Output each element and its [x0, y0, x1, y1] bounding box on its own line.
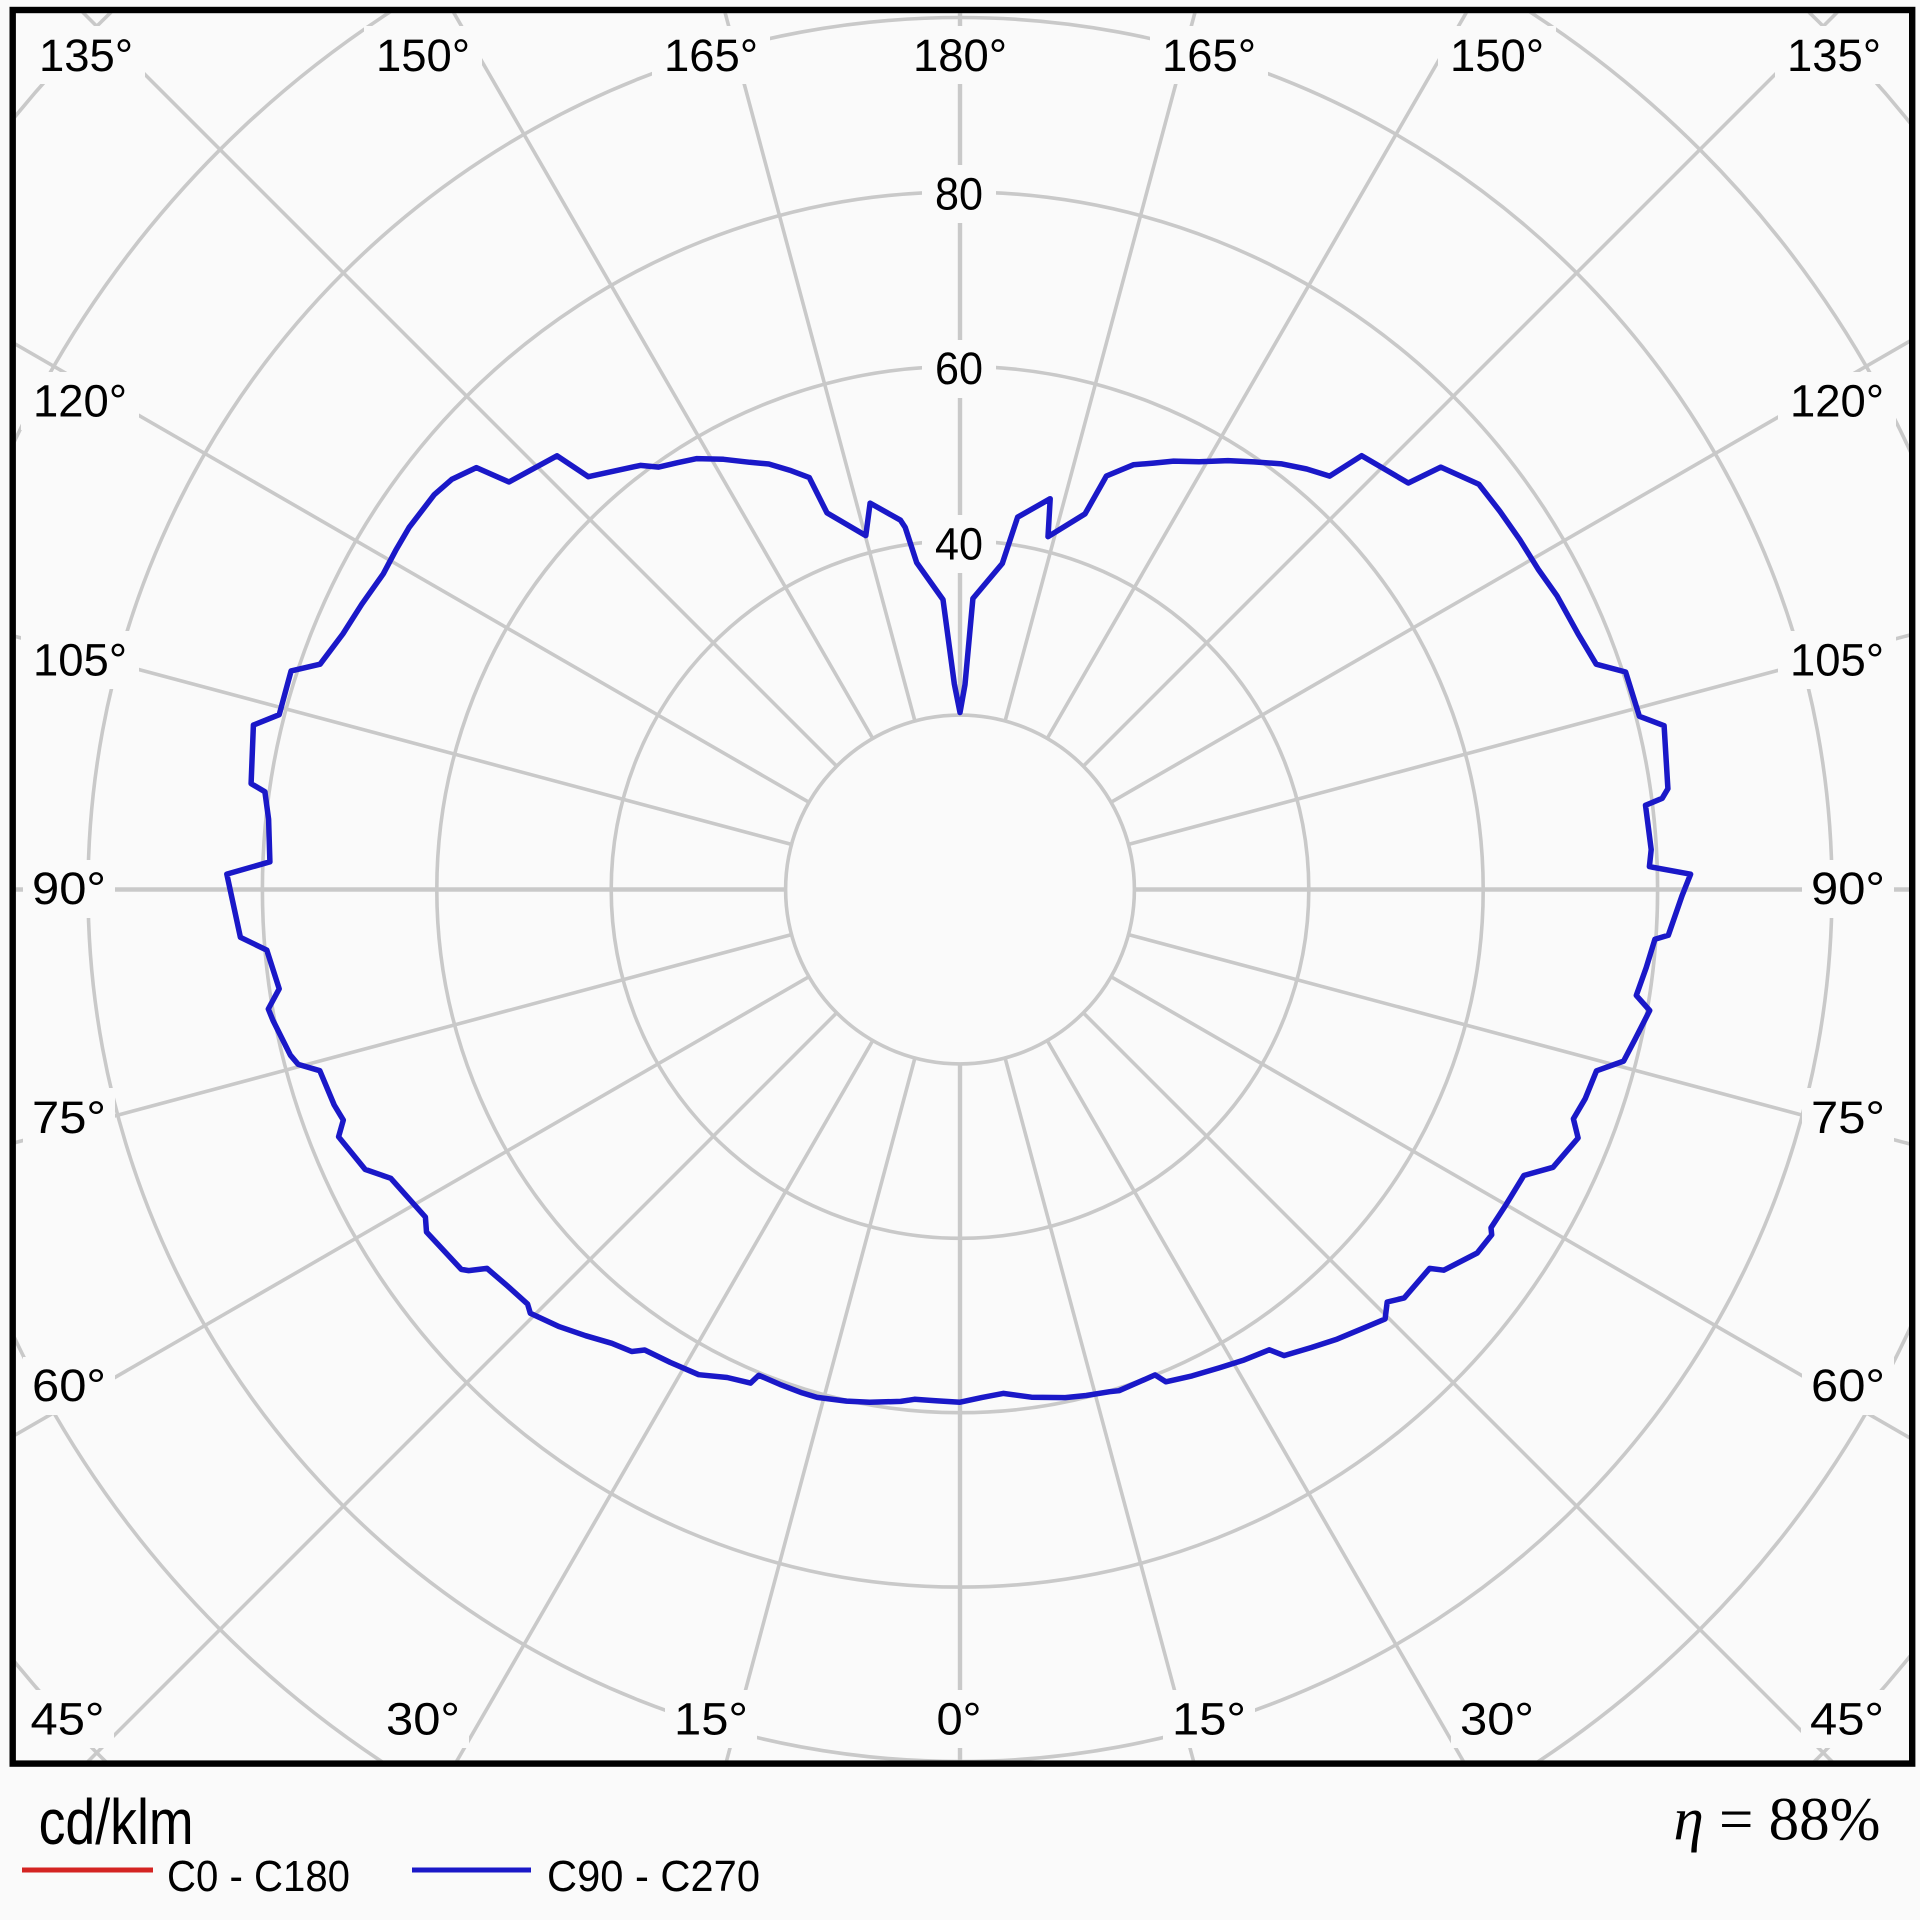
- svg-text:150°: 150°: [1450, 30, 1544, 81]
- svg-text:75°: 75°: [32, 1092, 106, 1143]
- svg-text:90°: 90°: [32, 863, 106, 914]
- svg-text:30°: 30°: [386, 1693, 460, 1744]
- svg-text:90°: 90°: [1811, 863, 1885, 914]
- svg-text:105°: 105°: [33, 634, 127, 685]
- svg-text:120°: 120°: [33, 375, 127, 426]
- svg-text:75°: 75°: [1811, 1092, 1885, 1143]
- svg-text:120°: 120°: [1790, 375, 1884, 426]
- svg-text:150°: 150°: [376, 30, 470, 81]
- svg-text:C0 - C180: C0 - C180: [167, 1852, 350, 1901]
- svg-text:cd/klm: cd/klm: [39, 1786, 194, 1858]
- svg-text:15°: 15°: [674, 1693, 748, 1744]
- svg-text:180°: 180°: [913, 30, 1007, 81]
- svg-text:135°: 135°: [39, 30, 133, 81]
- svg-text:165°: 165°: [1162, 30, 1256, 81]
- svg-text:45°: 45°: [31, 1693, 105, 1744]
- svg-text:40: 40: [935, 518, 983, 569]
- svg-text:60°: 60°: [1811, 1360, 1885, 1411]
- svg-text:135°: 135°: [1787, 30, 1881, 81]
- svg-text:0°: 0°: [937, 1693, 982, 1744]
- svg-text:60°: 60°: [32, 1360, 106, 1411]
- svg-text:15°: 15°: [1172, 1693, 1246, 1744]
- svg-text:C90 - C270: C90 - C270: [547, 1852, 760, 1901]
- svg-text:80: 80: [935, 168, 983, 219]
- svg-text:30°: 30°: [1460, 1693, 1534, 1744]
- svg-text:60: 60: [935, 343, 983, 394]
- svg-text:η = 88%: η = 88%: [1674, 1786, 1881, 1853]
- svg-text:165°: 165°: [664, 30, 758, 81]
- svg-text:45°: 45°: [1810, 1693, 1884, 1744]
- svg-text:105°: 105°: [1790, 634, 1884, 685]
